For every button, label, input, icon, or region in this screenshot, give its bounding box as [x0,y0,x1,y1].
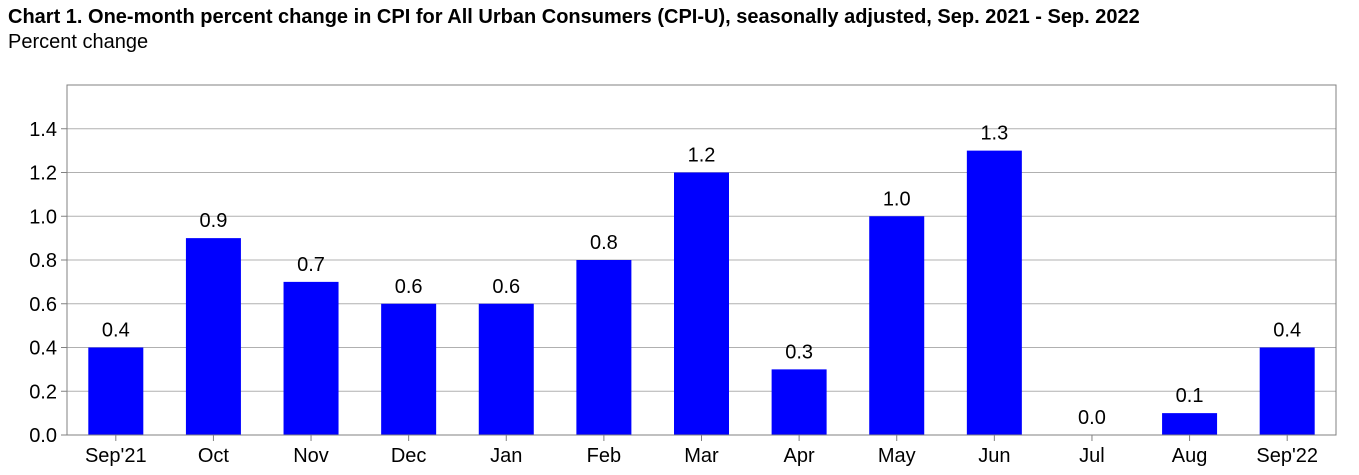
data-label: 0.6 [395,276,423,298]
bar [283,281,339,435]
x-tick-label: Aug [1172,445,1208,467]
bar [674,172,729,435]
y-tick-label: 0.0 [29,425,57,447]
y-tick-label: 1.2 [29,163,57,185]
bar [869,216,925,435]
data-label: 0.6 [492,276,520,298]
x-tick-label: Jul [1079,445,1105,467]
bars [88,150,1315,435]
data-label: 1.0 [883,188,911,210]
bar [185,238,241,435]
x-tick-label: Dec [391,445,427,467]
y-tick-label: 1.4 [29,119,57,141]
chart-title: Chart 1. One-month percent change in CPI… [8,6,1140,28]
data-label: 0.7 [297,254,325,276]
x-tick-label: May [878,445,916,467]
labels: 0.0 0.2 0.4 0.6 0.8 1.0 1.2 1.4 0.4 Sep'21 0.9 Oct 0… [29,119,1318,467]
y-tick-label: 0.2 [29,381,57,403]
data-label: 0.0 [1078,407,1106,429]
y-tick-label: 0.8 [29,250,57,272]
data-label: 0.3 [785,341,813,363]
chart-header: Chart 1. One-month percent change in CPI… [8,4,1353,54]
data-label: 1.3 [980,123,1008,145]
bar [966,150,1022,435]
x-tick-label: Sep'22 [1256,445,1318,467]
bar [576,260,632,435]
data-label: 0.8 [590,232,618,254]
y-tick-label: 0.6 [29,294,57,316]
bar [1259,347,1315,435]
y-tick-label: 0.4 [29,338,57,360]
chart-subtitle: Percent change [8,31,149,53]
x-tick-label: Feb [587,445,621,467]
y-tick-label: 1.0 [29,206,57,228]
bar [1162,413,1218,435]
data-label: 0.1 [1176,385,1204,407]
x-tick-label: Jun [978,445,1010,467]
data-label: 0.4 [102,320,130,342]
x-tick-label: Jan [490,445,522,467]
bar [381,303,437,435]
bar [771,369,827,435]
data-label: 0.9 [200,210,228,232]
axes [61,84,1337,441]
x-tick-label: Apr [784,445,815,467]
data-label: 0.4 [1273,320,1301,342]
bar [478,303,534,435]
bar [88,347,144,435]
x-tick-label: Sep'21 [85,445,147,467]
x-tick-label: Oct [198,445,230,467]
x-tick-label: Mar [684,445,719,467]
data-label: 1.2 [688,145,716,167]
x-tick-label: Nov [293,445,329,467]
